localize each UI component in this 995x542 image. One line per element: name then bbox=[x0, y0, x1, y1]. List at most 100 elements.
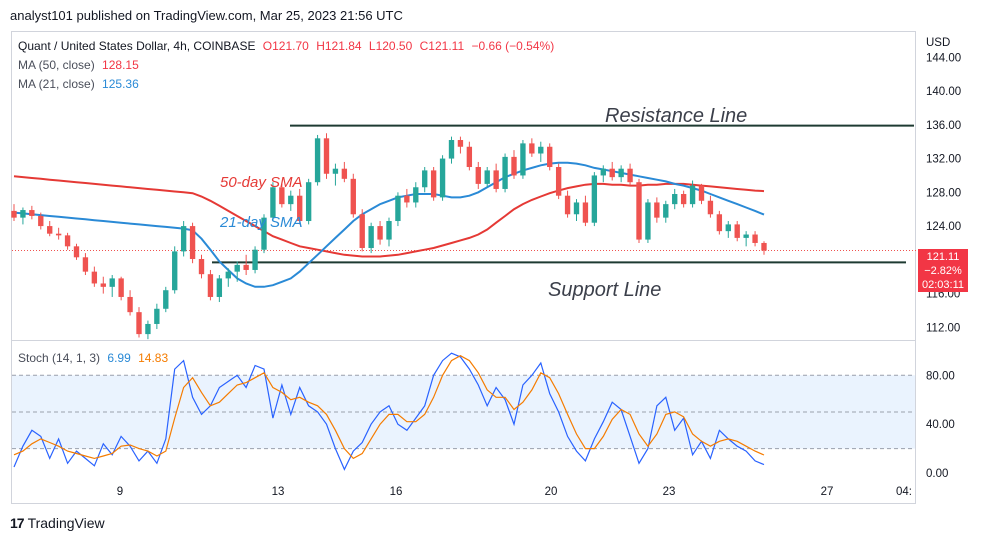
high-value: H121.84 bbox=[316, 39, 362, 53]
candle-body bbox=[511, 156, 517, 176]
candle-body bbox=[350, 178, 356, 215]
candle-body bbox=[207, 274, 214, 297]
candle-body bbox=[55, 233, 62, 236]
candle-body bbox=[386, 221, 392, 240]
price-tick-label: 132.00 bbox=[926, 154, 961, 166]
candle-body bbox=[189, 226, 196, 259]
candle-body bbox=[225, 271, 231, 279]
candle-body bbox=[323, 138, 330, 174]
candle-body bbox=[216, 278, 223, 297]
candle-body bbox=[689, 185, 696, 205]
candle-body bbox=[82, 257, 89, 272]
candle-body bbox=[743, 234, 749, 238]
candle-body bbox=[47, 226, 53, 234]
candle-body bbox=[234, 264, 240, 272]
candle-body bbox=[38, 215, 44, 227]
candle-body bbox=[136, 312, 142, 335]
candle-body bbox=[109, 278, 115, 287]
time-tick-label: 23 bbox=[663, 486, 676, 498]
ma21-value: 125.36 bbox=[102, 77, 139, 91]
candle-body bbox=[297, 195, 303, 222]
change-value: −0.66 (−0.54%) bbox=[471, 39, 555, 53]
ma50-label: MA (50, close) bbox=[18, 58, 95, 72]
candle-body bbox=[547, 146, 553, 168]
candle-body bbox=[100, 283, 106, 287]
symbol-title: Quant / United States Dollar, 4h, COINBA… bbox=[18, 39, 256, 53]
candle-body bbox=[118, 278, 124, 297]
candle-body bbox=[672, 194, 678, 205]
candle-body bbox=[457, 140, 464, 147]
candle-body bbox=[404, 195, 410, 203]
stoch-legend: Stoch (14, 1, 3) 6.99 14.83 bbox=[18, 351, 172, 365]
candle-body bbox=[332, 168, 339, 174]
candle-body bbox=[484, 170, 490, 184]
time-tick-label: 9 bbox=[117, 486, 123, 498]
candle-body bbox=[377, 226, 383, 240]
candle-body bbox=[529, 143, 535, 154]
candle-body bbox=[475, 167, 481, 184]
last-price: 121.11 bbox=[926, 251, 960, 263]
stoch-d-line bbox=[13, 355, 765, 460]
candle-body bbox=[591, 175, 598, 223]
ma21-line bbox=[13, 161, 765, 288]
candle-body bbox=[64, 235, 71, 247]
last-change: −2.82% bbox=[924, 265, 962, 277]
candle-body bbox=[645, 202, 651, 240]
candle-body bbox=[163, 290, 169, 309]
candle-body bbox=[582, 202, 589, 223]
price-tick-label: 124.00 bbox=[926, 221, 961, 233]
candle-body bbox=[279, 187, 285, 205]
support-line-label: Support Line bbox=[548, 279, 662, 301]
symbol-legend: Quant / United States Dollar, 4h, COINBA… bbox=[18, 39, 558, 53]
tradingview-brand: TradingView bbox=[27, 515, 105, 531]
tradingview-logo-icon: 17 bbox=[10, 515, 25, 531]
ma50-legend: MA (50, close) 128.15 bbox=[18, 58, 143, 72]
ma21-annotation: 21-day SMA bbox=[220, 214, 303, 231]
currency-label: USD bbox=[926, 37, 951, 49]
candle-body bbox=[663, 204, 669, 218]
pane-separator[interactable] bbox=[11, 340, 916, 341]
candle-body bbox=[261, 217, 267, 250]
time-tick-label: 20 bbox=[545, 486, 558, 498]
candle-body bbox=[636, 182, 642, 240]
price-tick-label: 136.00 bbox=[926, 120, 961, 132]
bar-countdown: 02:03:11 bbox=[921, 279, 964, 291]
candle-body bbox=[127, 296, 133, 313]
candle-body bbox=[725, 224, 731, 232]
candle-body bbox=[243, 264, 249, 270]
candle-body bbox=[618, 168, 624, 178]
stoch-tick-label: 80.00 bbox=[926, 370, 955, 382]
candle-body bbox=[91, 271, 98, 284]
candle-body bbox=[627, 168, 633, 183]
stoch-tick-label: 0.00 bbox=[926, 468, 948, 480]
candle-body bbox=[520, 143, 526, 176]
price-tick-label: 140.00 bbox=[926, 86, 961, 98]
publish-header: analyst101 published on TradingView.com,… bbox=[10, 8, 403, 23]
candle-body bbox=[270, 187, 276, 218]
ma21-legend: MA (21, close) 125.36 bbox=[18, 77, 143, 91]
tradingview-footer[interactable]: 17 TradingView bbox=[10, 515, 105, 531]
candle-body bbox=[609, 168, 615, 178]
candle-body bbox=[198, 258, 205, 275]
candle-body bbox=[430, 170, 437, 198]
resistance-line-label: Resistance Line bbox=[605, 105, 748, 127]
candle-body bbox=[466, 146, 473, 168]
price-tick-label: 112.00 bbox=[926, 322, 960, 334]
candle-body bbox=[448, 140, 455, 159]
candle-body bbox=[368, 226, 374, 249]
candle-body bbox=[698, 185, 705, 201]
candle-body bbox=[172, 251, 178, 291]
stoch-d-value: 14.83 bbox=[138, 351, 169, 365]
candle-body bbox=[314, 138, 321, 183]
candle-body bbox=[493, 170, 499, 189]
candle-body bbox=[707, 200, 714, 215]
candle-body bbox=[680, 194, 687, 205]
chart-frame bbox=[11, 31, 916, 504]
ma50-annotation: 50-day SMA bbox=[220, 174, 303, 191]
time-tick-label: 04: bbox=[896, 486, 912, 498]
stoch-k-line bbox=[13, 352, 765, 471]
candle-body bbox=[305, 182, 312, 222]
candle-body bbox=[439, 158, 446, 198]
price-tick-label: 128.00 bbox=[926, 187, 961, 199]
